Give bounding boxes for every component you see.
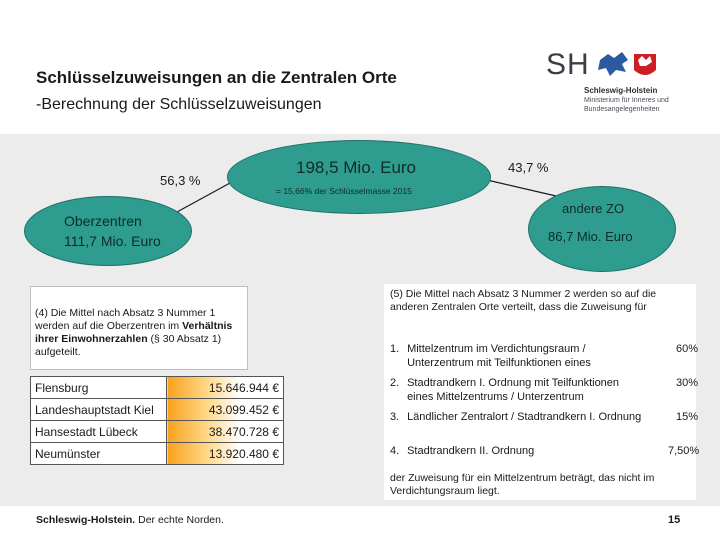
list-item-line1: Stadtrandkern I. Ordnung mit Teilfunktio…: [407, 377, 620, 389]
logo-line-1: Schleswig-Holstein: [584, 86, 658, 95]
city-name: Landeshauptstadt Kiel: [30, 398, 167, 421]
logo-line-3: Bundesangelegenheiten: [584, 106, 660, 113]
right-percent: 43,7 %: [508, 160, 549, 175]
table-row: Landeshauptstadt Kiel 43.099.452 €: [30, 398, 284, 421]
logo: SH Schleswig-Holstein Ministerium für In…: [546, 44, 706, 116]
list-item-line1: Mittelzentrum im Verdichtungsraum /: [407, 343, 586, 355]
andere-zo-amount: 86,7 Mio. Euro: [548, 229, 633, 244]
table-row: Hansestadt Lübeck 38.470.728 €: [30, 420, 284, 443]
logo-line-2: Ministerium für Inneres und: [584, 97, 669, 104]
paragraph-4-tail: (§ 30 Absatz 1) aufgeteilt.: [35, 333, 222, 358]
left-percent: 56,3 %: [160, 173, 201, 188]
footer-brand-bold: Schleswig-Holstein.: [36, 514, 136, 526]
paragraph-5-intro: (5) Die Mittel nach Absatz 3 Nummer 2 we…: [390, 288, 657, 313]
oberzentren-ellipse: [24, 196, 192, 266]
footer-brand: Schleswig-Holstein. Der echte Norden.: [36, 514, 224, 526]
logo-letters: SH: [546, 48, 590, 81]
list-item: 2. Stadtrandkern I. Ordnung mit Teilfunk…: [390, 376, 698, 404]
paragraph-4-bold: Verhältnis ihrer Einwohnerzahlen: [35, 320, 233, 345]
city-amount: 43.099.452 €: [166, 398, 284, 421]
total-note: = 15,66% der Schlüsselmasse 2015: [276, 186, 412, 196]
list-item-line1: Stadtrandkern II. Ordnung: [407, 445, 535, 457]
paragraph-5-box: (5) Die Mittel nach Absatz 3 Nummer 2 we…: [384, 284, 699, 500]
page-title: Schlüsselzuweisungen an die Zentralen Or…: [36, 68, 397, 87]
list-item-line2: Unterzentrum mit Teilfunktionen eines: [407, 357, 591, 369]
table-row: Flensburg 15.646.944 €: [30, 376, 284, 399]
list-item: 4. Stadtrandkern II. Ordnung 7,50%: [390, 444, 699, 458]
list-item-percent: 30%: [676, 377, 699, 389]
page-subtitle: -Berechnung der Schlüsselzuweisungen: [36, 96, 322, 113]
andere-zo-label: andere ZO: [562, 201, 625, 216]
paragraph-4-box: (4) Die Mittel nach Absatz 3 Nummer 1 we…: [30, 286, 248, 370]
andere-zo-ellipse: [528, 186, 676, 272]
oberzentren-table: Flensburg 15.646.944 € Landeshauptstadt …: [30, 376, 284, 465]
total-amount: 198,5 Mio. Euro: [296, 158, 417, 177]
coat-of-arms-icon: [598, 52, 656, 76]
city-name: Flensburg: [30, 376, 167, 399]
city-amount: 38.470.728 €: [166, 420, 284, 443]
list-item-percent: 7,50%: [668, 445, 700, 457]
paragraph-4-text: (4) Die Mittel nach Absatz 3 Nummer 1 we…: [35, 307, 216, 332]
list-item-percent: 15%: [676, 411, 699, 423]
list-item: 3. Ländlicher Zentralort / Stadtrandkern…: [390, 410, 698, 424]
total-ellipse: [227, 140, 491, 214]
table-row: Neumünster 13.920.480 €: [30, 442, 284, 465]
list-item-percent: 60%: [676, 343, 699, 355]
list-item: 1. Mittelzentrum im Verdichtungsraum / 6…: [390, 342, 698, 370]
paragraph-5-footer: der Zuweisung für ein Mittelzentrum betr…: [390, 472, 655, 497]
city-name: Hansestadt Lübeck: [30, 420, 167, 443]
footer-brand-text: Der echte Norden.: [135, 514, 224, 526]
page-number: 15: [668, 514, 681, 526]
list-item-number: 2.: [390, 377, 400, 389]
city-amount: 15.646.944 €: [166, 376, 284, 399]
city-amount: 13.920.480 €: [166, 442, 284, 465]
list-item-number: 1.: [390, 343, 400, 355]
oberzentren-amount: 111,7 Mio. Euro: [64, 233, 161, 249]
city-name: Neumünster: [30, 442, 167, 465]
oberzentren-label: Oberzentren: [64, 213, 142, 229]
connector-right: [486, 179, 557, 197]
list-item-line1: Ländlicher Zentralort / Stadtrandkern I.…: [407, 411, 642, 423]
list-item-line2: eines Mittelzentrums / Unterzentrum: [407, 391, 584, 403]
list-item-number: 4.: [390, 445, 400, 457]
list-item-number: 3.: [390, 411, 400, 423]
